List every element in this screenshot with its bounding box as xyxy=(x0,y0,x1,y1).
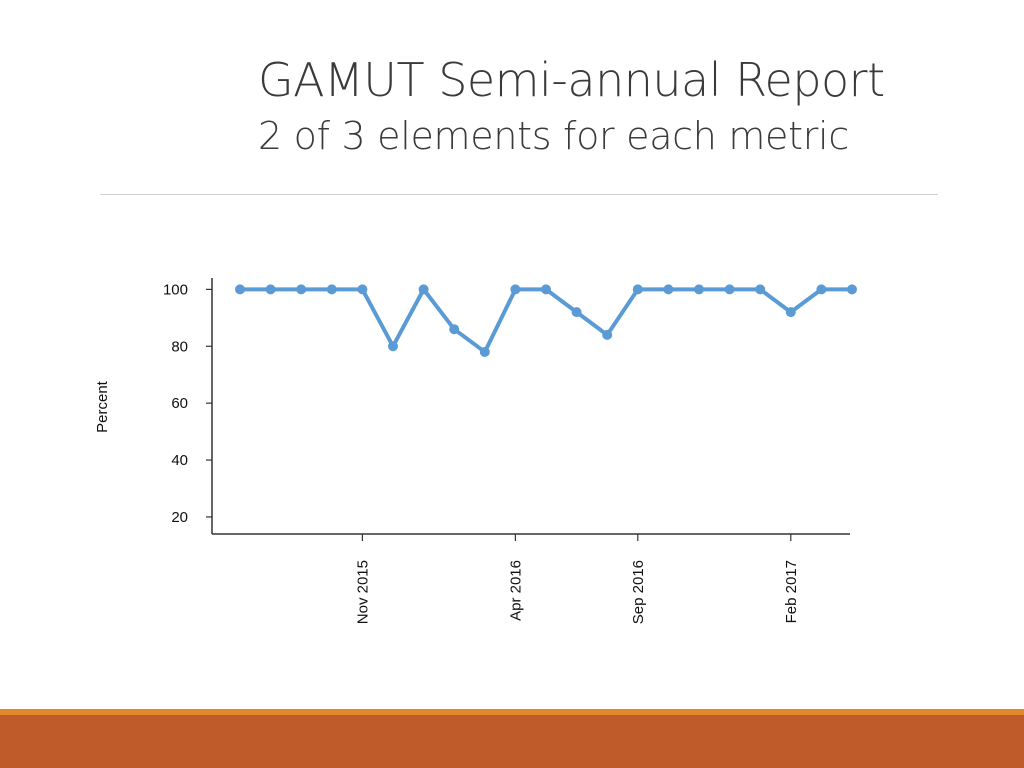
data-point xyxy=(541,284,551,295)
y-tick-label: 100 xyxy=(163,281,188,298)
data-point xyxy=(816,284,827,295)
slide-subtitle: 2 of 3 elements for each metric xyxy=(258,114,849,158)
data-point xyxy=(785,307,796,318)
data-point xyxy=(265,284,276,295)
x-tick-label: Nov 2015 xyxy=(354,560,371,624)
chart-series xyxy=(235,284,857,357)
y-tick-label: 20 xyxy=(171,509,188,526)
data-point xyxy=(632,284,643,295)
data-point xyxy=(724,284,735,295)
title-divider xyxy=(100,194,938,195)
y-tick-label: 60 xyxy=(171,395,188,412)
data-point xyxy=(388,341,398,352)
data-point xyxy=(296,284,307,295)
data-point xyxy=(235,284,245,295)
data-point xyxy=(663,284,674,295)
title-block: GAMUT Semi-annual Report 2 of 3 elements… xyxy=(258,50,885,162)
data-point xyxy=(694,284,704,295)
x-tick-label: Apr 2016 xyxy=(507,560,524,621)
slide-title: GAMUT Semi-annual Report xyxy=(258,53,885,107)
data-point xyxy=(479,346,490,357)
data-point xyxy=(510,284,521,295)
chart-axes: 20 40 60 80 100 Percent Nov 2015 Apr 2016 Sep 20… xyxy=(94,278,850,624)
data-point xyxy=(418,284,429,295)
data-point xyxy=(847,284,857,295)
x-tick-label: Sep 2016 xyxy=(630,560,647,624)
data-point xyxy=(602,329,613,340)
data-point xyxy=(449,324,460,335)
data-point xyxy=(755,284,766,295)
data-point xyxy=(357,284,368,295)
y-tick-label: 80 xyxy=(171,338,188,355)
line-chart: 20 40 60 80 100 Percent Nov 2015 Apr 2016 Sep 20… xyxy=(94,278,857,624)
data-point xyxy=(571,307,582,318)
y-axis-title: Percent xyxy=(94,380,111,433)
series-line xyxy=(238,287,854,354)
footer-band xyxy=(0,715,1024,768)
footer-accent-stripe xyxy=(0,709,1024,715)
data-point xyxy=(326,284,337,295)
y-tick-label: 40 xyxy=(171,452,188,469)
x-tick-label: Feb 2017 xyxy=(783,560,800,623)
